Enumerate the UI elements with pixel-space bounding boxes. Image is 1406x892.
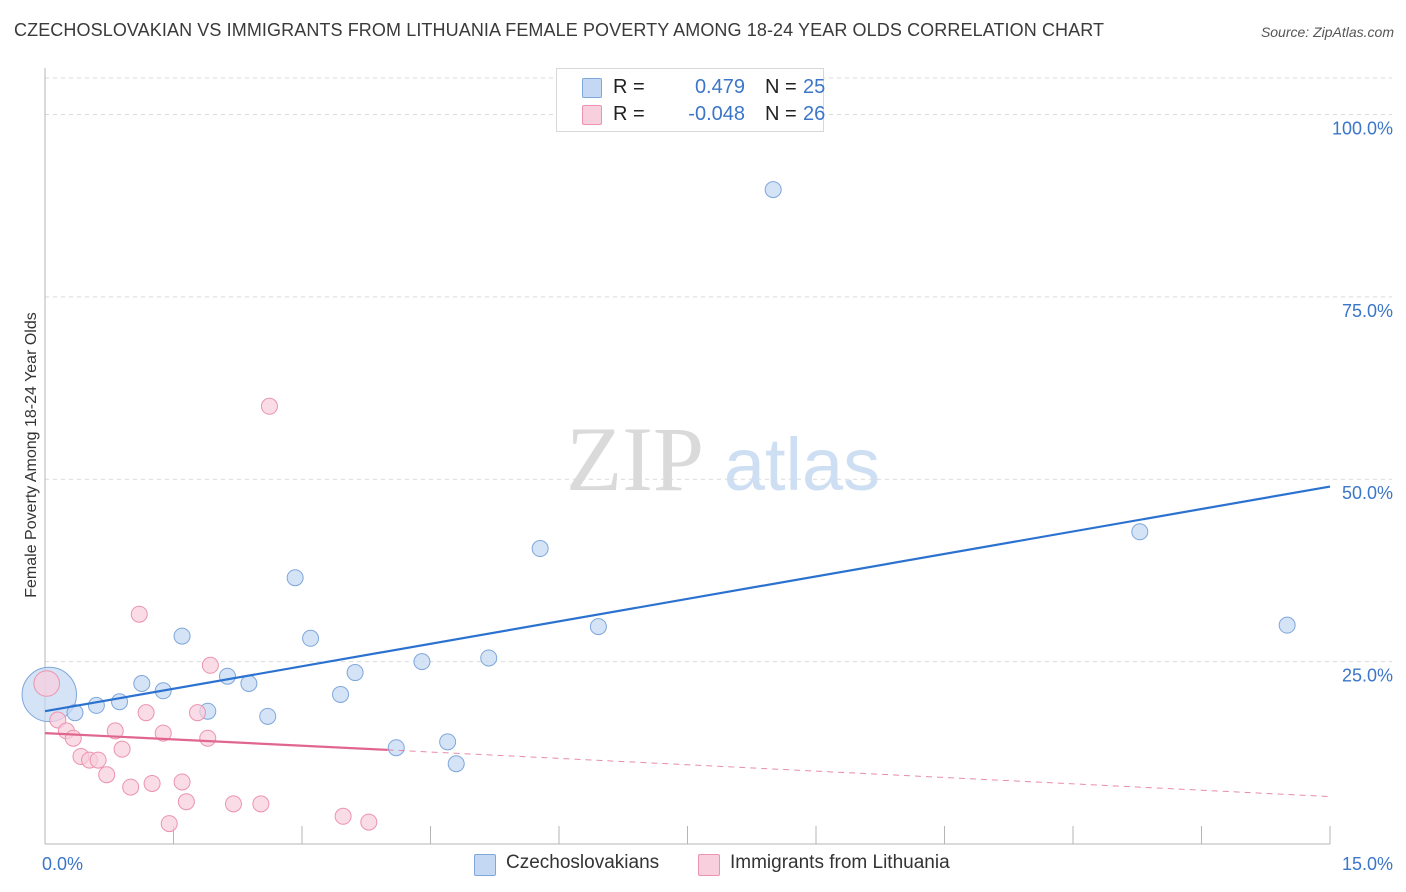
pink-swatch-icon	[582, 105, 602, 125]
czechoslovakians-point	[346, 664, 364, 682]
lithuania-trend-line	[44, 732, 388, 751]
r-label: R =	[613, 76, 645, 98]
lithuania-point	[89, 751, 107, 769]
czechoslovakians-point	[531, 540, 549, 558]
czechoslovakians-point	[302, 629, 320, 647]
y-tick-label: 25.0%	[1342, 666, 1393, 686]
lithuania-point	[199, 729, 217, 747]
czechoslovakians-point	[87, 696, 105, 714]
czechoslovakians-point	[66, 704, 84, 722]
r-value: 0.479	[694, 76, 745, 98]
lithuania-point	[98, 766, 116, 784]
lithuania-point	[33, 670, 61, 697]
n-value: 25	[803, 76, 826, 98]
czechoslovakians-point	[439, 733, 457, 751]
lithuania-point	[173, 773, 191, 791]
x-tick-label: 15.0%	[1342, 854, 1393, 874]
blue-swatch-icon	[474, 854, 496, 876]
chart-title: CZECHOSLOVAKIAN VS IMMIGRANTS FROM LITHU…	[14, 20, 1105, 40]
watermark-zip: ZIP	[566, 408, 704, 510]
lithuania-point	[260, 397, 278, 415]
lithuania-point	[188, 704, 206, 722]
grid-layer	[45, 77, 1392, 663]
trend-layer	[44, 485, 1331, 798]
lithuania-point	[113, 740, 131, 758]
lithuania-point	[177, 793, 195, 811]
lithuania-point	[137, 704, 155, 722]
x-tick-label: 0.0%	[42, 854, 83, 874]
lithuania-point	[334, 807, 352, 825]
y-tick-label: 100.0%	[1332, 118, 1393, 138]
czechoslovakians-point	[240, 675, 258, 693]
y-tick-label: 50.0%	[1342, 483, 1393, 503]
lithuania-point	[252, 795, 270, 813]
czechoslovakians-point	[1278, 616, 1296, 634]
czechoslovakians-point	[332, 685, 350, 703]
lithuania-point	[154, 724, 172, 742]
lithuania-point	[224, 795, 242, 813]
lithuania-point	[143, 774, 161, 792]
lithuania-point	[360, 813, 378, 831]
legend-label: Czechoslovakians	[506, 852, 660, 873]
czechoslovakians-trend-line	[44, 485, 1331, 713]
czechoslovakians-point	[286, 569, 304, 587]
tick-label-layer: 25.0% 50.0% 75.0% 100.0% 0.0% 15.0%	[42, 118, 1393, 874]
lithuania-point	[106, 722, 124, 740]
n-label: N =	[765, 103, 797, 125]
n-label: N =	[765, 76, 797, 98]
legend: Czechoslovakians Immigrants from Lithuan…	[0, 852, 1406, 878]
watermark: ZIP atlas	[566, 408, 880, 510]
lithuania-point	[160, 815, 178, 833]
czechoslovakians-point	[447, 755, 465, 773]
lithuania-point	[64, 729, 82, 747]
czechoslovakians-point	[387, 739, 405, 757]
czechoslovakians-point	[764, 181, 782, 199]
watermark-atlas: atlas	[724, 423, 880, 506]
legend-label: Immigrants from Lithuania	[730, 852, 950, 873]
czechoslovakians-point	[1131, 523, 1149, 541]
czechoslovakians-point	[259, 707, 277, 725]
czechoslovakians-point	[173, 627, 191, 645]
lithuania-point	[130, 605, 148, 623]
blue-swatch-icon	[582, 78, 602, 98]
r-value: -0.048	[688, 103, 745, 125]
czechoslovakians-point	[589, 618, 607, 636]
r-label: R =	[613, 103, 645, 125]
n-value: 26	[803, 103, 826, 125]
stats-box: R = 0.479 N = 25 R = -0.048 N = 26	[556, 68, 826, 132]
lithuania-point	[122, 778, 140, 796]
lithuania-point	[201, 656, 219, 674]
czechoslovakians-point	[133, 675, 151, 693]
czechoslovakians-point	[413, 653, 431, 671]
czechoslovakians-point	[218, 667, 236, 685]
lithuania-trend-extension	[387, 749, 1331, 798]
czechoslovakians-point	[480, 649, 498, 667]
source-credit: Source: ZipAtlas.com	[1260, 24, 1394, 40]
y-tick-label: 75.0%	[1342, 301, 1393, 321]
pink-swatch-icon	[698, 854, 720, 876]
